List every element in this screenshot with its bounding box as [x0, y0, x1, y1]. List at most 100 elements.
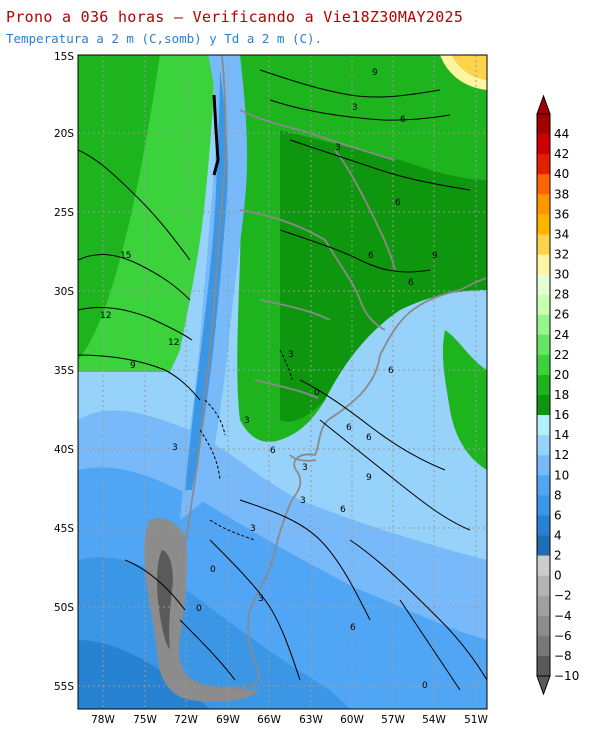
- lon-label: 75W: [133, 714, 157, 726]
- lat-label: 45S: [54, 523, 74, 535]
- contour-label: 12: [100, 311, 111, 321]
- contour-label: 9: [366, 473, 372, 483]
- colorbar-swatch: [537, 555, 550, 576]
- colorbar-swatch: [537, 134, 550, 155]
- colorbar-swatch: [537, 435, 550, 456]
- colorbar-swatch: [537, 515, 550, 536]
- field-warm-corner-inner: [440, 55, 487, 90]
- contour-label: 6: [408, 278, 414, 288]
- colorbar-swatch: [537, 395, 550, 416]
- colorbar-swatch: [537, 535, 550, 556]
- colorbar-label: 40: [554, 167, 569, 181]
- lon-label: 66W: [257, 714, 281, 726]
- contour-label: 3: [258, 594, 264, 604]
- colorbar-arrow-top: [536, 94, 551, 115]
- colorbar-swatch: [537, 274, 550, 295]
- colorbar-swatch: [537, 415, 550, 436]
- field-patagonia-cold: [144, 518, 260, 702]
- contour-label: 3: [172, 443, 178, 453]
- lon-label: 54W: [422, 714, 446, 726]
- colorbar-swatch: [537, 294, 550, 316]
- contour-label: 3: [300, 496, 306, 506]
- lat-label: 15S: [54, 51, 74, 63]
- colorbar-label: 18: [554, 388, 569, 402]
- colorbar-swatch: [537, 194, 550, 215]
- contour-label: 6: [366, 433, 372, 443]
- colorbar-label: 16: [554, 408, 569, 422]
- contour-label: 3: [244, 416, 250, 426]
- contour-label: 6: [395, 198, 401, 208]
- lon-label: 51W: [464, 714, 488, 726]
- contour-label: 0: [314, 388, 320, 398]
- colorbar-swatch: [537, 615, 550, 637]
- field-andes-core: [185, 70, 228, 490]
- colorbar-label: −8: [554, 649, 572, 663]
- plot-frame: [77, 54, 488, 710]
- colorbar-label: 8: [554, 488, 562, 502]
- colorbar-swatch: [537, 635, 550, 657]
- colorbar-label: 44: [554, 127, 569, 141]
- contour-label: 0: [422, 681, 428, 691]
- colorbar-label: 26: [554, 308, 569, 322]
- colorbar-swatch: [537, 495, 550, 516]
- colorbar-label: 0: [554, 569, 562, 583]
- colorbar: 4442403836343230282624222018161412108642…: [536, 94, 579, 696]
- contour-label: 0: [210, 565, 216, 575]
- colorbar-label: 28: [554, 288, 569, 302]
- colorbar-label: 14: [554, 428, 569, 442]
- contour-label: 0: [196, 604, 202, 614]
- lat-label: 50S: [54, 602, 74, 614]
- graticule: [78, 55, 487, 709]
- colorbar-label: −2: [554, 589, 572, 603]
- colorbar-label: 34: [554, 227, 569, 241]
- borders: [169, 55, 487, 690]
- lat-label: 30S: [54, 286, 74, 298]
- contour-label: 3: [335, 143, 341, 153]
- colorbar-swatch: [537, 314, 550, 336]
- contour-label: 9: [432, 251, 438, 261]
- colorbar-swatch: [537, 655, 550, 677]
- contour-label: 6: [346, 423, 352, 433]
- lat-label: 55S: [54, 681, 74, 693]
- colorbar-label: 30: [554, 268, 569, 282]
- atacama-coast: [212, 94, 220, 176]
- contour-label: 3: [288, 350, 294, 360]
- contour-label: 6: [270, 446, 276, 456]
- colorbar-label: −6: [554, 629, 572, 643]
- contour-label: 3: [250, 524, 256, 534]
- field-warm-corner: [452, 55, 487, 80]
- colorbar-label: −4: [554, 609, 572, 623]
- map-title: Prono a 036 horas — Verificando a Vie18Z…: [6, 8, 464, 26]
- colorbar-label: 6: [554, 508, 562, 522]
- colorbar-swatch: [537, 114, 550, 135]
- contour-label: 6: [340, 505, 346, 515]
- colorbar-swatch: [537, 354, 550, 376]
- colorbar-swatch: [537, 595, 550, 617]
- lat-label: 40S: [54, 444, 74, 456]
- colorbar-swatch: [537, 374, 550, 396]
- colorbar-label: 4: [554, 529, 562, 543]
- colorbar-label: 42: [554, 147, 569, 161]
- colorbar-label: 22: [554, 348, 569, 362]
- field-patagonia-cold-inner: [157, 550, 173, 650]
- colorbar-label: 38: [554, 187, 569, 201]
- colorbar-label: −10: [554, 669, 579, 683]
- map-subtitle: Temperatura a 2 m (C,somb) y Td a 2 m (C…: [6, 31, 323, 46]
- lon-label: 57W: [381, 714, 405, 726]
- colorbar-arrow-bottom: [536, 675, 551, 696]
- lon-label: 69W: [216, 714, 240, 726]
- colorbar-swatch: [537, 575, 550, 597]
- contour-label: 3: [302, 463, 308, 473]
- colorbar-swatch: [537, 214, 550, 235]
- lon-label: 63W: [299, 714, 323, 726]
- colorbar-label: 24: [554, 328, 569, 342]
- lat-label: 25S: [54, 207, 74, 219]
- colorbar-label: 2: [554, 549, 562, 563]
- contour-label: 6: [350, 623, 356, 633]
- colorbar-swatch: [537, 174, 550, 195]
- contour-label: 12: [168, 338, 179, 348]
- colorbar-swatch: [537, 234, 550, 255]
- lon-label: 78W: [91, 714, 115, 726]
- lat-axis: 15S 20S 25S 30S 35S 40S 45S 50S 55S: [54, 51, 74, 693]
